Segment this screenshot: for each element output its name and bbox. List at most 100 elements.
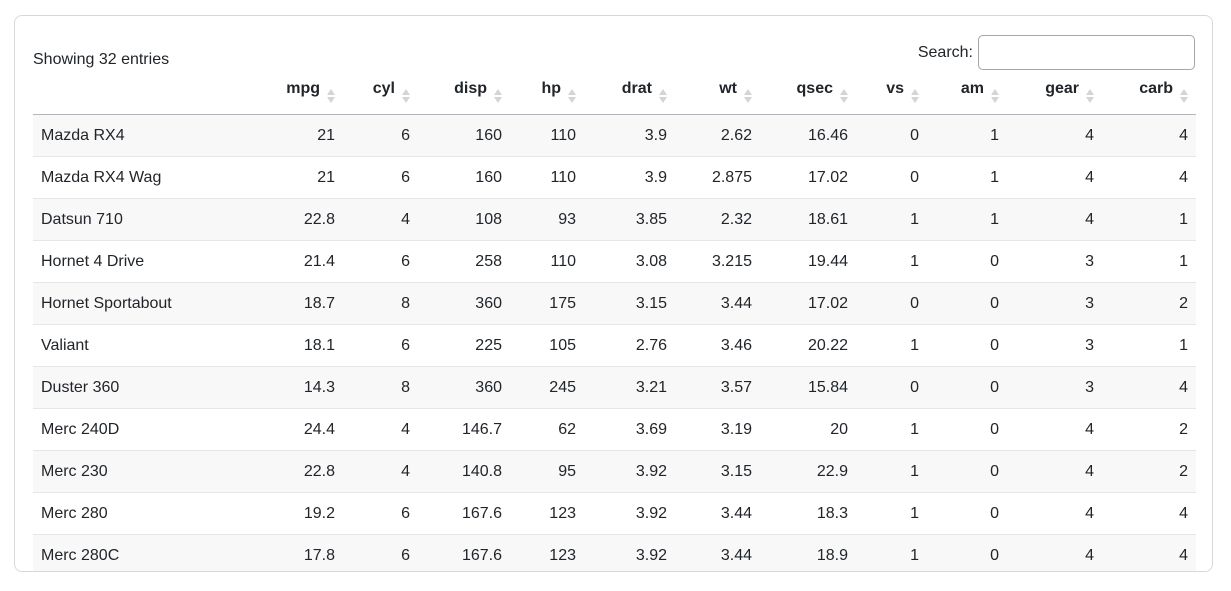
cell: 0: [990, 295, 999, 312]
cell: 18.7: [303, 295, 335, 312]
column-label: mpg: [286, 80, 320, 97]
sort-desc-arrow-icon: [568, 97, 576, 103]
row-name-cell: Duster 360: [41, 379, 120, 396]
column-label: wt: [719, 80, 737, 97]
cell: 4: [1085, 211, 1094, 228]
search-label: Search:: [917, 43, 973, 61]
cell: 19.44: [807, 253, 848, 270]
cell: 2.32: [720, 211, 752, 228]
column-header-mpg[interactable]: mpg: [269, 70, 343, 115]
row-name-cell: Mazda RX4: [41, 127, 125, 144]
column-header-disp[interactable]: disp: [418, 70, 510, 115]
sort-asc-arrow-icon: [840, 89, 848, 95]
cell: 3: [1085, 295, 1094, 312]
cell: 93: [558, 211, 576, 228]
cell: 17.02: [807, 169, 848, 186]
column-header-qsec[interactable]: qsec: [760, 70, 856, 115]
cell: 110: [550, 127, 576, 144]
sort-unsorted-icon: [840, 89, 848, 103]
cell: 1: [1179, 253, 1188, 270]
column-label: carb: [1139, 80, 1173, 97]
cell: 4: [1085, 421, 1094, 438]
column-label: gear: [1045, 80, 1079, 97]
column-header-hp[interactable]: hp: [510, 70, 584, 115]
cell: 0: [990, 337, 999, 354]
sort-desc-arrow-icon: [991, 97, 999, 103]
cell: 146.7: [461, 421, 502, 438]
cell: 4: [1085, 547, 1094, 564]
sort-asc-arrow-icon: [1180, 89, 1188, 95]
row-name-cell: Hornet 4 Drive: [41, 253, 145, 270]
cell: 20.22: [807, 337, 848, 354]
column-header-am[interactable]: am: [927, 70, 1007, 115]
column-label: hp: [541, 80, 561, 97]
cell: 0: [910, 127, 919, 144]
sort-desc-arrow-icon: [911, 97, 919, 103]
sort-unsorted-icon: [659, 89, 667, 103]
table-row: Valiant 18.1 6 225 105 2.76 3.46 20.22 1 0 3 1: [33, 324, 1196, 367]
sort-unsorted-icon: [911, 89, 919, 103]
cell: 1: [990, 211, 999, 228]
cell: 0: [910, 295, 919, 312]
cell: 4: [1179, 127, 1188, 144]
column-header-cyl[interactable]: cyl: [343, 70, 418, 115]
cell: 225: [475, 337, 502, 354]
cell: 18.9: [816, 547, 848, 564]
cell: 3: [1085, 379, 1094, 396]
cell: 160: [475, 127, 502, 144]
table-toolbar: Showing 32 entries Search:: [33, 16, 1195, 70]
cell: 21: [317, 169, 335, 186]
cell: 245: [549, 379, 576, 396]
cell: 175: [549, 295, 576, 312]
table-row: Mazda RX4 21 6 160 110 3.9 2.62 16.46 0 1 4 4: [33, 114, 1196, 157]
cell: 0: [990, 505, 999, 522]
cell: 4: [1179, 169, 1188, 186]
sort-unsorted-icon: [327, 89, 335, 103]
sort-asc-arrow-icon: [402, 89, 410, 95]
cell: 3.92: [635, 547, 667, 564]
column-header-wt[interactable]: wt: [675, 70, 760, 115]
cell: 360: [475, 295, 502, 312]
table-row: Merc 280 19.2 6 167.6 123 3.92 3.44 18.3 1 0 4 4: [33, 492, 1196, 535]
cell: 3.215: [711, 253, 752, 270]
cell: 0: [910, 379, 919, 396]
cell: 1: [910, 211, 919, 228]
column-header-drat[interactable]: drat: [584, 70, 675, 115]
cell: 3: [1085, 337, 1094, 354]
column-label: cyl: [372, 80, 395, 97]
column-header-gear[interactable]: gear: [1007, 70, 1102, 115]
cell: 4: [1085, 505, 1094, 522]
cell: 4: [401, 463, 410, 480]
cell: 22.8: [303, 463, 335, 480]
cell: 16.46: [807, 127, 848, 144]
cell: 0: [990, 547, 999, 564]
search-input[interactable]: [978, 35, 1195, 70]
table-row: Mazda RX4 Wag 21 6 160 110 3.9 2.875 17.02 0 1 4 4: [33, 156, 1196, 199]
column-header-vs[interactable]: vs: [856, 70, 927, 115]
cell: 3.15: [635, 295, 667, 312]
cell: 1: [1179, 211, 1188, 228]
sort-unsorted-icon: [494, 89, 502, 103]
column-header-carb[interactable]: carb: [1102, 70, 1196, 115]
table-row: Datsun 710 22.8 4 108 93 3.85 2.32 18.61 1 1 4 1: [33, 198, 1196, 241]
table-row: Hornet 4 Drive 21.4 6 258 110 3.08 3.215 19.44 1…: [33, 240, 1196, 283]
cell: 110: [550, 169, 576, 186]
row-name-cell: Merc 280: [41, 505, 108, 522]
cell: 62: [558, 421, 576, 438]
sort-unsorted-icon: [402, 89, 410, 103]
cell: 17.02: [807, 295, 848, 312]
cell: 6: [401, 253, 410, 270]
cell: 2: [1179, 463, 1188, 480]
sort-asc-arrow-icon: [1086, 89, 1094, 95]
cell: 160: [475, 169, 502, 186]
cell: 3.08: [635, 253, 667, 270]
column-header-rowname: [33, 70, 269, 115]
cell: 2.62: [720, 127, 752, 144]
cell: 1: [910, 337, 919, 354]
cell: 1: [990, 169, 999, 186]
cell: 20: [830, 421, 848, 438]
cell: 22.8: [303, 211, 335, 228]
sort-desc-arrow-icon: [659, 97, 667, 103]
cell: 6: [401, 127, 410, 144]
cell: 360: [475, 379, 502, 396]
